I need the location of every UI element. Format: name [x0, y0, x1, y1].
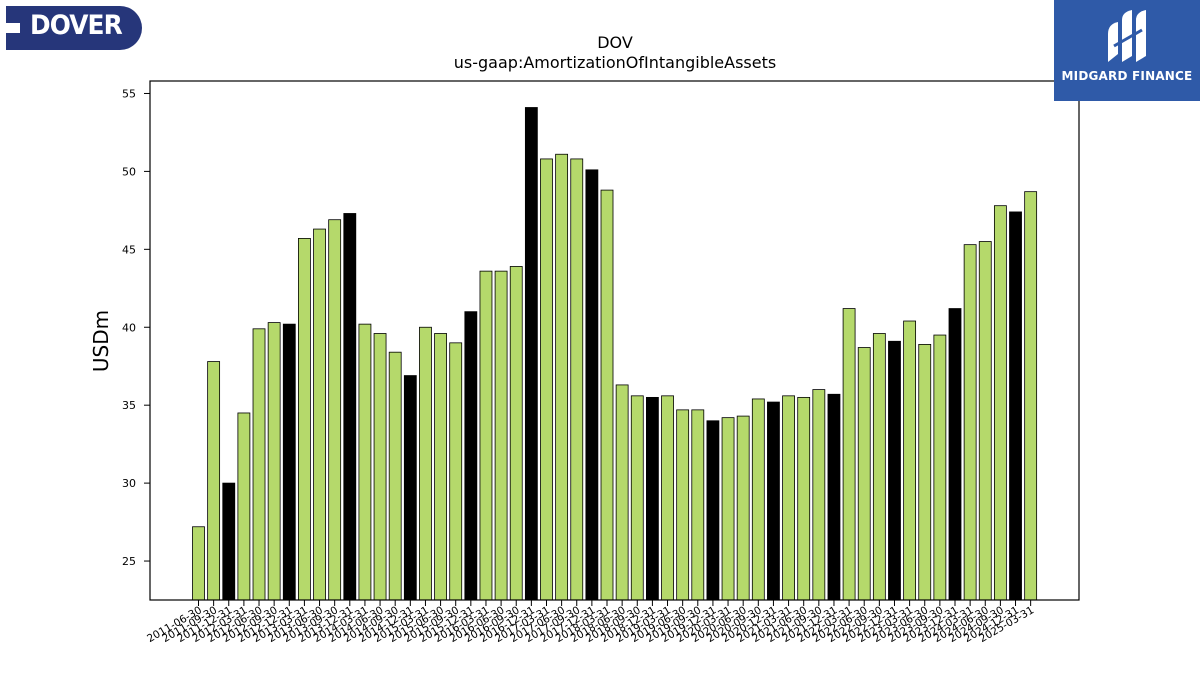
- bar-2017-12-31: [585, 169, 599, 601]
- y-tick-label: 35: [122, 399, 136, 412]
- y-tick-label: 55: [122, 87, 136, 100]
- bar-2019-03-31: [661, 395, 674, 601]
- bar-2020-12-31: [767, 401, 780, 601]
- bar-2020-03-31: [721, 417, 735, 601]
- chart-subtitle: us-gaap:AmortizationOfIntangibleAssets: [454, 53, 776, 72]
- dover-logo-text: DOVER: [30, 10, 123, 41]
- bar-2025-03-31: [1024, 191, 1038, 601]
- bar-2018-06-30: [615, 384, 629, 601]
- bar-2013-03-31: [298, 238, 311, 601]
- bar-2023-09-30: [933, 334, 947, 601]
- bar-2022-12-31: [888, 340, 901, 601]
- bar-2022-06-30: [857, 347, 871, 601]
- bar-2015-03-31: [419, 326, 432, 601]
- bar-2019-06-30: [676, 409, 690, 601]
- bar-2020-09-30: [751, 398, 765, 601]
- chart-title: DOV: [597, 33, 633, 52]
- bar-2012-12-31: [282, 323, 296, 601]
- bar-2021-03-31: [782, 395, 795, 601]
- bar-2017-03-31: [540, 158, 553, 601]
- bar-2021-09-30: [812, 389, 826, 601]
- bar-2021-06-30: [797, 396, 811, 601]
- bar-2016-06-30: [494, 270, 508, 601]
- y-axis-label: USDm: [89, 310, 113, 372]
- bar-2019-12-31: [706, 420, 720, 601]
- bar-2013-12-31: [343, 213, 357, 601]
- y-axis-ticks: 25 30 35 40 45 50 55: [122, 87, 150, 568]
- y-tick-label: 25: [122, 555, 136, 568]
- bar-2016-09-30: [509, 266, 523, 601]
- bar-2014-06-30: [373, 333, 387, 601]
- bar-2018-12-31: [646, 396, 659, 601]
- bar-2021-12-31: [827, 393, 841, 601]
- bar-2011-09-30: [207, 361, 221, 601]
- dover-logo-shape: [6, 6, 142, 50]
- bar-2012-09-30: [267, 322, 281, 601]
- bar-2023-12-31: [948, 308, 962, 601]
- bar-2014-09-30: [388, 351, 402, 601]
- bar-2011-12-31: [222, 482, 236, 601]
- bar-2022-09-30: [872, 333, 886, 601]
- bar-2016-03-31: [479, 270, 493, 601]
- bar-2013-09-30: [328, 219, 342, 601]
- bar-2019-09-30: [691, 409, 705, 601]
- bar-2014-03-31: [358, 323, 372, 601]
- midgard-emblem-icon: [1108, 10, 1146, 62]
- bar-2024-09-30: [993, 205, 1007, 601]
- midgard-finance-logo-text: MIDGARD FINANCE: [1061, 69, 1193, 83]
- plot-area-frame: [149, 80, 1080, 601]
- bar-2022-03-31: [842, 308, 856, 601]
- bar-2024-03-31: [963, 244, 977, 601]
- bar-2012-03-31: [237, 412, 251, 601]
- bar-2015-06-30: [434, 333, 447, 601]
- bar-2020-06-30: [736, 415, 750, 601]
- y-tick-label: 45: [122, 243, 136, 256]
- bar-2023-03-31: [903, 320, 917, 601]
- bar-2013-06-30: [313, 228, 326, 601]
- bar-2018-03-31: [600, 189, 614, 601]
- y-tick-label: 40: [122, 321, 136, 334]
- x-axis-ticks: 2011-06-302011-09-302011-12-312012-03-31…: [145, 600, 1036, 645]
- bar-2011-06-30: [192, 526, 205, 601]
- bar-2016-12-31: [524, 107, 538, 601]
- bar-2023-06-30: [918, 343, 932, 601]
- bar-2014-12-31: [403, 375, 417, 601]
- bar-2024-12-31: [1009, 211, 1022, 601]
- bar-2017-06-30: [555, 153, 569, 601]
- bar-2024-06-30: [978, 241, 992, 601]
- y-tick-label: 30: [122, 477, 136, 490]
- bar-2015-09-30: [449, 342, 463, 601]
- midgard-finance-logo: MIDGARD FINANCE: [1054, 0, 1200, 101]
- bar-2012-06-30: [252, 328, 266, 601]
- dover-logo: DOVER: [6, 6, 142, 50]
- bar-2018-09-30: [630, 395, 644, 601]
- y-tick-label: 50: [122, 165, 136, 178]
- bar-2017-09-30: [570, 158, 584, 601]
- bar-2015-12-31: [464, 311, 478, 601]
- bar-group: [192, 107, 1038, 601]
